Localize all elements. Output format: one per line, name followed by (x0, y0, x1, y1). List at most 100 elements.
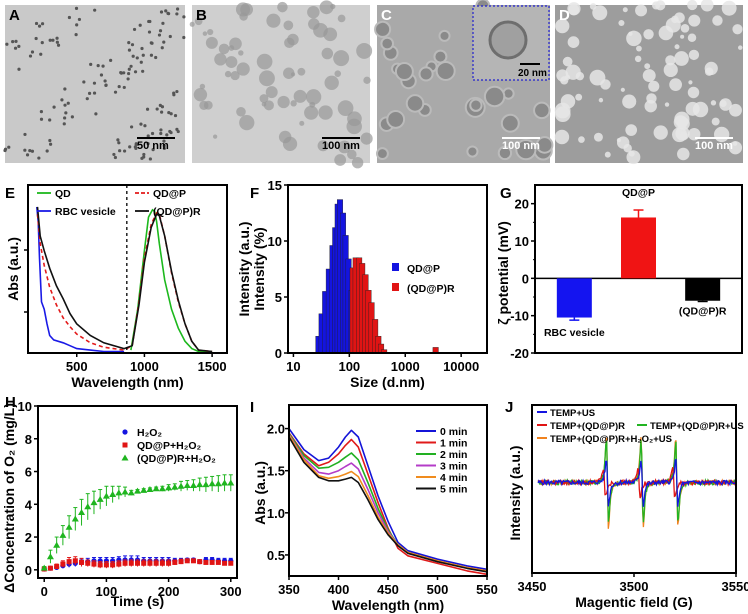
legend-label: QD@P+H₂O₂ (137, 440, 202, 452)
vesicle (578, 136, 585, 143)
data-point-2 (202, 481, 210, 488)
vesicle (318, 105, 333, 120)
panel-label: H (5, 394, 16, 411)
nanoparticle (160, 105, 165, 109)
nanoparticle (149, 41, 153, 45)
vesicle (287, 33, 299, 46)
data-point-2 (196, 481, 204, 488)
data-point-1 (159, 560, 165, 566)
y-tick-label: 5 (275, 290, 282, 305)
vesicle (626, 30, 642, 47)
y-tick-label: 0 (275, 346, 282, 361)
vesicle (674, 12, 685, 24)
nanoparticle (23, 132, 27, 137)
data-point-1 (141, 560, 147, 566)
vesicle (688, 49, 700, 61)
series-line-5 (288, 436, 488, 573)
nanoparticle (175, 7, 180, 11)
y-tick-label: 6 (25, 465, 32, 480)
vesicle (618, 19, 625, 27)
vesicle (658, 25, 674, 41)
legend-label: (QD@P)R (407, 283, 455, 295)
y-tick-label: -20 (510, 346, 529, 361)
nanoparticle (139, 60, 143, 64)
y-tick-label: 2.0 (267, 422, 285, 437)
nanoparticle (63, 103, 67, 107)
x-tick-label: 10000 (443, 359, 479, 374)
y-tick-label: 4 (25, 497, 33, 512)
vesicle (677, 147, 690, 161)
nanoparticle (173, 113, 178, 118)
nanoparticle (77, 17, 82, 22)
vesicle (380, 36, 395, 51)
nanoparticle (94, 112, 98, 116)
y-tick-label: 0 (25, 563, 32, 578)
nanoparticle (162, 40, 166, 44)
data-point-1 (209, 559, 215, 565)
nanoparticle (182, 15, 186, 19)
data-point-1 (228, 560, 234, 566)
x-tick-label: 100 (96, 584, 118, 599)
x-axis-label: Wavelength (nm) (71, 374, 183, 390)
data-point-2 (90, 499, 98, 506)
vesicle (687, 0, 698, 11)
y-tick-label: -10 (510, 309, 529, 324)
vesicle (635, 4, 648, 17)
nanoparticle (138, 23, 142, 27)
vesicle (351, 156, 364, 169)
category-label: RBC vesicle (544, 327, 605, 339)
x-tick-label: 100 (338, 359, 360, 374)
nanoparticle (23, 148, 27, 152)
data-point-1 (190, 558, 196, 564)
nanoparticle (162, 144, 166, 148)
nanoparticle (104, 83, 108, 87)
vesicle (334, 154, 347, 166)
vesicle (665, 55, 676, 66)
vesicle (189, 21, 195, 27)
vesicle (307, 5, 320, 19)
nanoparticle (130, 43, 135, 47)
nanoparticle (140, 46, 144, 51)
data-point-1 (128, 560, 134, 566)
x-axis-label: Time (s) (111, 593, 164, 609)
nanoparticle (74, 33, 78, 37)
nanoparticle (148, 19, 152, 24)
vesicle (628, 150, 635, 157)
nanoparticle (85, 97, 89, 101)
legend-label: H₂O₂ (137, 427, 162, 439)
panel-label: F (250, 185, 259, 202)
vesicle (374, 20, 392, 38)
nanoparticle (162, 139, 166, 143)
vesicle (394, 62, 414, 82)
vesicle (386, 110, 406, 129)
y-tick-label: 20 (515, 197, 529, 212)
panel-label: D (559, 7, 570, 24)
vesicle (712, 15, 723, 26)
nanoparticle (66, 101, 70, 105)
nanoparticle (141, 53, 145, 57)
vesicle (337, 100, 354, 117)
series-line-1 (36, 206, 125, 353)
vesicle (738, 45, 743, 50)
data-point-2 (134, 487, 141, 494)
vesicle (259, 70, 275, 87)
nanoparticle (127, 41, 131, 45)
series-line-3 (36, 206, 213, 353)
vesicle (337, 14, 346, 23)
data-point-2 (40, 564, 48, 571)
nanoparticle (89, 62, 93, 66)
nanoparticle (157, 33, 162, 37)
data-point-1 (135, 560, 140, 566)
data-point-1 (178, 559, 184, 565)
nanoparticle (37, 156, 41, 160)
data-point-2 (227, 479, 235, 486)
nanoparticle (166, 11, 170, 15)
nanoparticle (146, 134, 150, 138)
data-point-2 (208, 480, 216, 487)
vesicle (194, 17, 203, 26)
vesicle (375, 147, 389, 161)
nanoparticle (3, 147, 8, 151)
vesicle (674, 51, 689, 66)
data-point-2 (102, 492, 110, 499)
vesicle (405, 94, 425, 113)
